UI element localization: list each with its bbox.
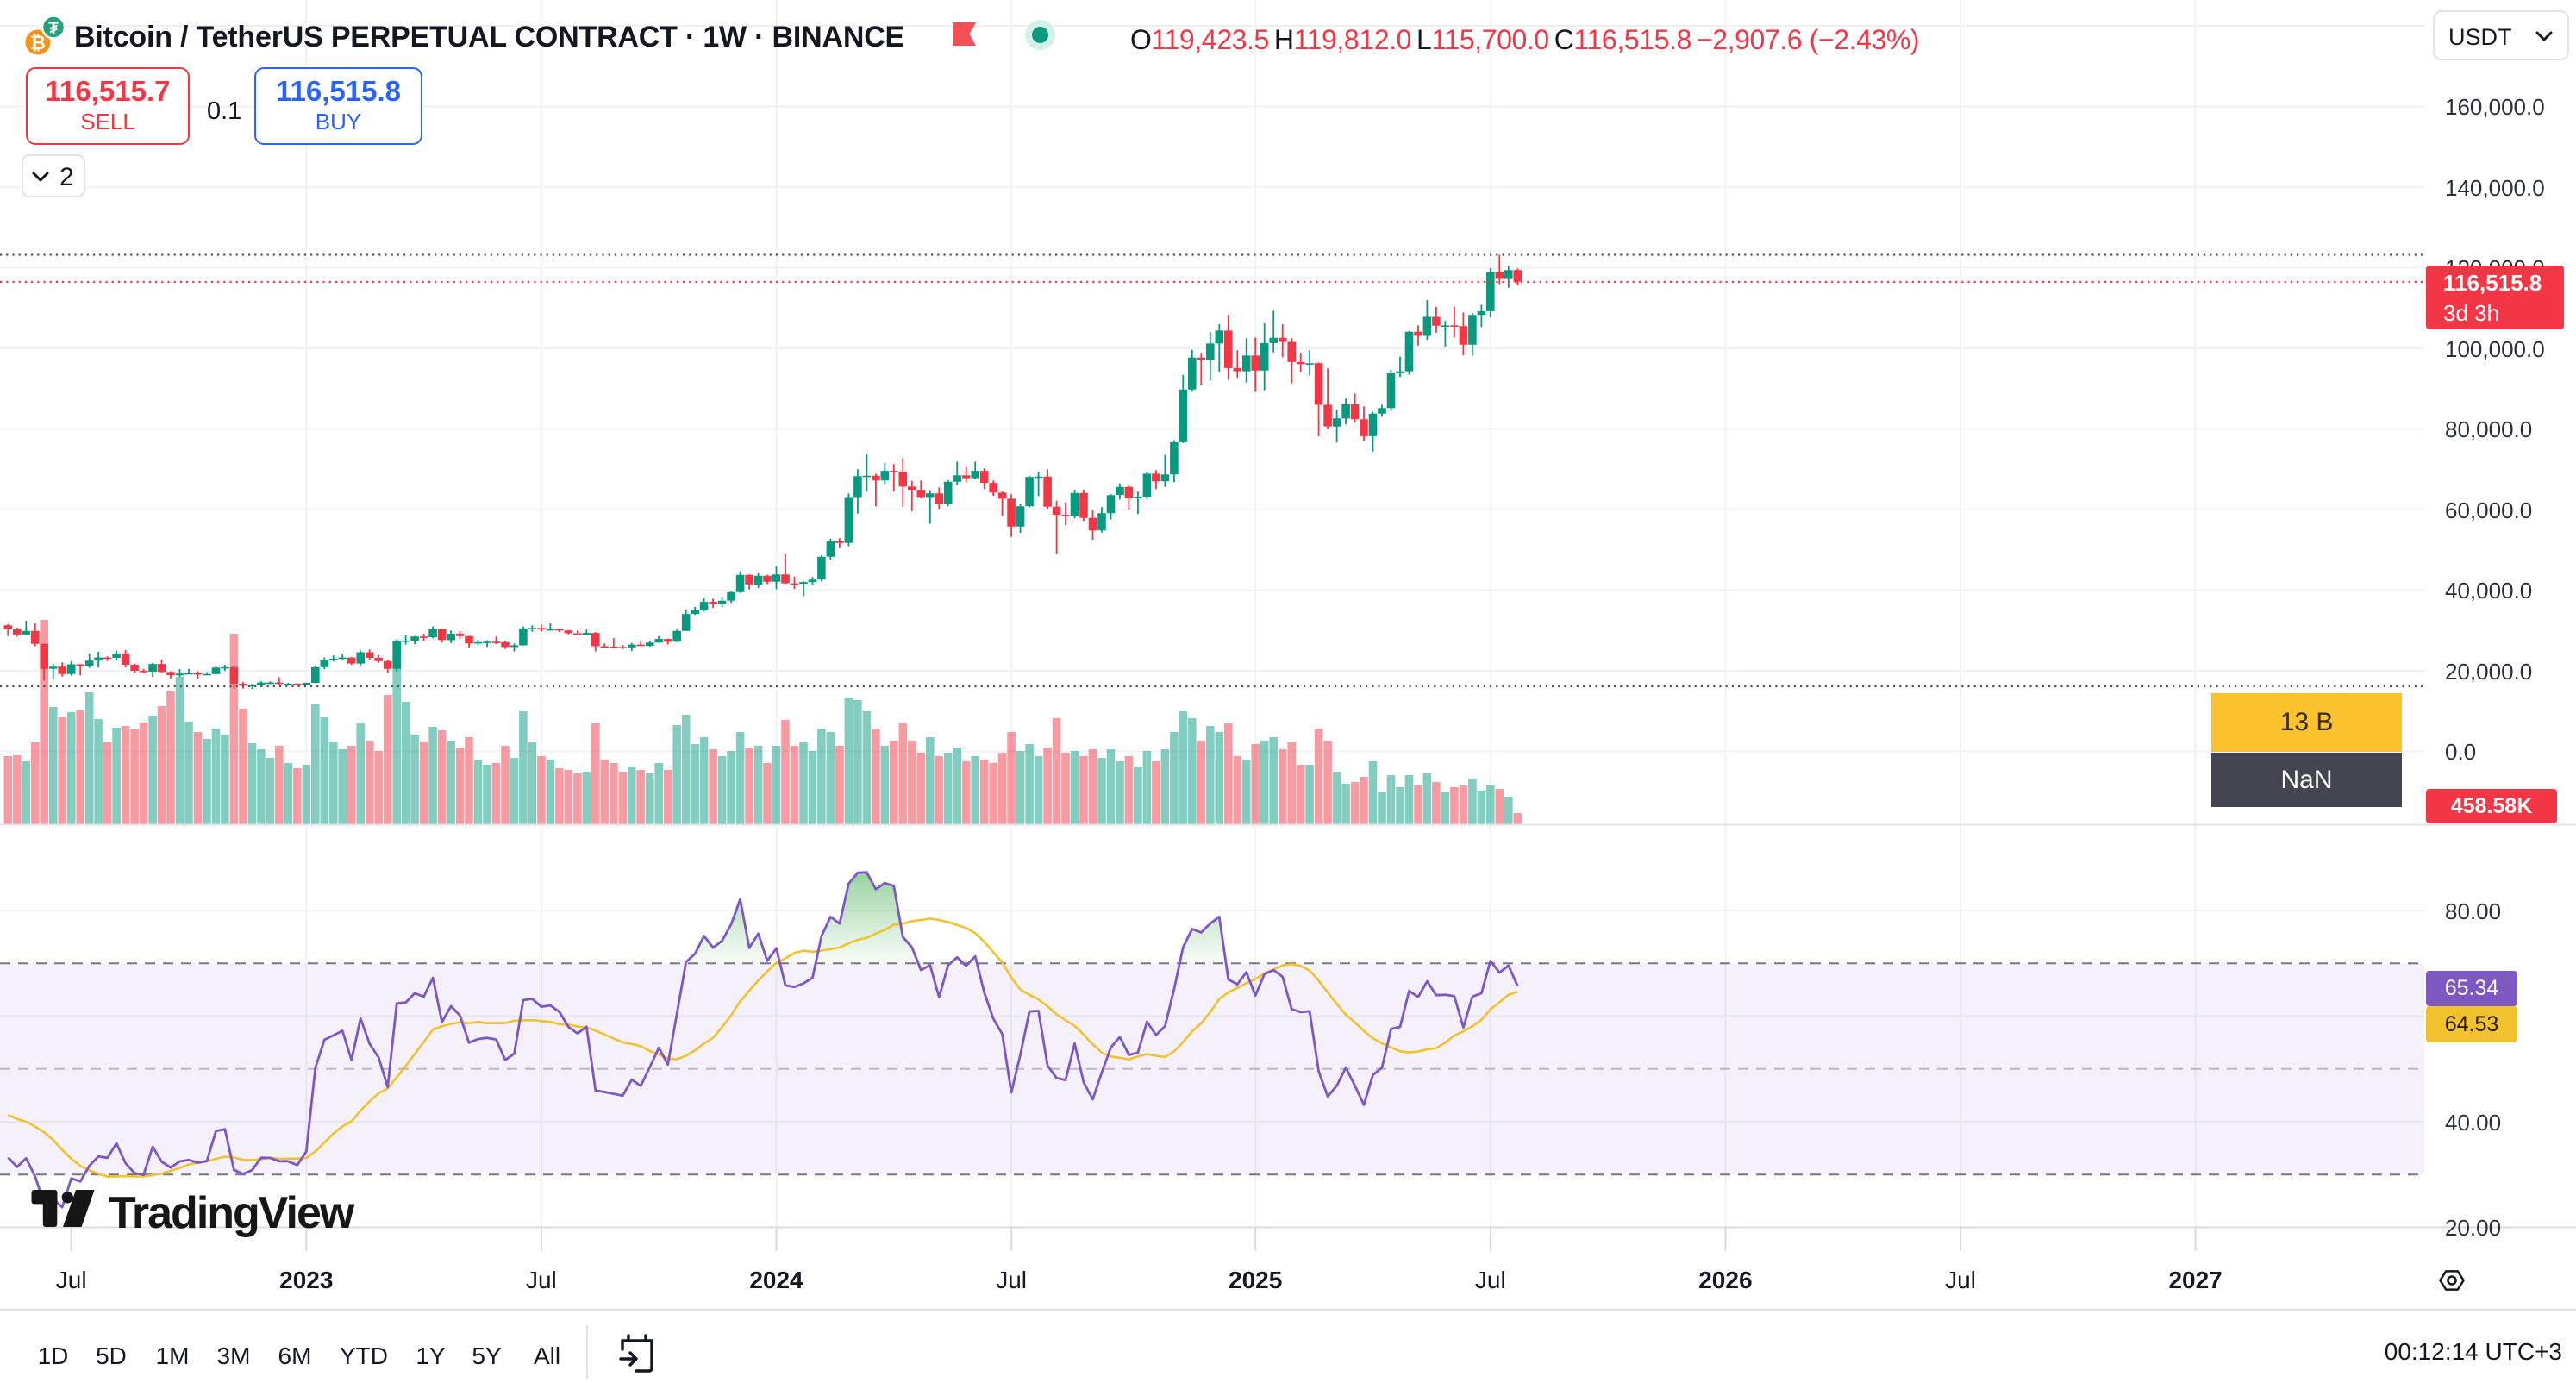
svg-text:₮: ₮ <box>48 20 59 38</box>
svg-text:₿: ₿ <box>30 32 46 53</box>
